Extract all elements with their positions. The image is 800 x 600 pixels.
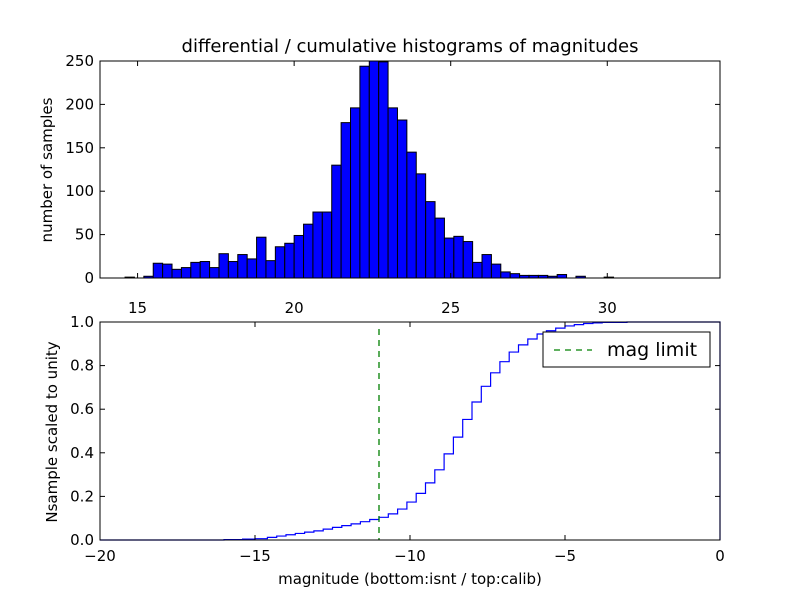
histogram-bar xyxy=(274,246,286,279)
histogram-bar xyxy=(387,107,398,279)
histogram-bar xyxy=(500,271,511,279)
histogram-bar xyxy=(425,201,436,279)
histogram-bar xyxy=(227,261,239,279)
bottom-xlabel: magnitude (bottom:isnt / top:calib) xyxy=(278,570,542,588)
histogram-bar xyxy=(256,236,267,279)
cumulative-step-line xyxy=(100,321,721,541)
histogram-bar xyxy=(481,254,492,279)
bottom-xtick-label: 0 xyxy=(715,547,725,565)
top-ytick-label: 200 xyxy=(65,95,94,113)
histogram-bar xyxy=(443,237,455,279)
top-axis-ticks: 15 20 25 30 0 50 100 150 200 250 xyxy=(65,52,720,317)
bottom-ytick-label: 0.8 xyxy=(70,357,94,375)
differential-histogram-panel: differential / cumulative histograms of … xyxy=(38,36,721,317)
legend: mag limit xyxy=(542,331,711,368)
top-ytick-label: 50 xyxy=(75,226,94,244)
histogram-bar xyxy=(406,151,417,279)
histogram-bar xyxy=(368,60,380,279)
histogram-bar xyxy=(509,273,521,279)
histogram-bar xyxy=(556,274,568,279)
top-ytick-label: 100 xyxy=(65,182,94,200)
histogram-bar xyxy=(359,65,370,279)
histogram-bar xyxy=(199,261,211,279)
histogram-bar xyxy=(293,234,305,279)
histogram-bar xyxy=(331,164,342,279)
bottom-ytick-label: 0.2 xyxy=(70,487,94,505)
bottom-xtick-label: −10 xyxy=(394,547,426,565)
histogram-bar xyxy=(190,261,201,279)
histogram-bar xyxy=(350,107,361,279)
histogram-bar xyxy=(265,260,276,279)
top-xtick-label: 25 xyxy=(441,299,460,317)
histogram-bar xyxy=(171,268,182,279)
chart-title: differential / cumulative histograms of … xyxy=(182,36,639,57)
top-ytick-label: 250 xyxy=(65,52,94,70)
top-xtick-label: 15 xyxy=(128,299,147,317)
bottom-xtick-label: −20 xyxy=(84,547,116,565)
histogram-bar xyxy=(321,211,333,279)
histogram-bar xyxy=(415,173,427,279)
cumulative-histogram-panel: −20 −15 −10 −5 0 0.0 0.2 0.4 0.6 0.8 1.0 Nsample s… xyxy=(43,313,725,588)
histogram-bar xyxy=(152,262,164,279)
bottom-axis-ticks: −20 −15 −10 −5 0 0.0 0.2 0.4 0.6 0.8 1.0 xyxy=(70,313,725,565)
top-ytick-label: 0 xyxy=(84,269,94,287)
cumulative-lines xyxy=(100,321,721,541)
histogram-bar xyxy=(472,261,483,279)
legend-label-mag-limit: mag limit xyxy=(607,339,697,361)
histogram-bar xyxy=(209,267,220,279)
bottom-xtick-label: −5 xyxy=(554,547,576,565)
histogram-bar xyxy=(434,217,445,279)
histogram-bar xyxy=(180,267,192,279)
histogram-bar xyxy=(303,223,314,279)
histogram-bar xyxy=(246,258,258,279)
histogram-bar xyxy=(462,241,474,279)
top-ylabel: number of samples xyxy=(38,97,56,242)
histogram-bar xyxy=(312,211,323,279)
bottom-ytick-label: 0.0 xyxy=(70,531,94,549)
bottom-ytick-label: 0.6 xyxy=(70,400,94,418)
histogram-bar xyxy=(396,119,408,279)
top-ytick-label: 150 xyxy=(65,139,94,157)
histogram-bar xyxy=(378,61,389,279)
bottom-ytick-label: 1.0 xyxy=(70,313,94,331)
histogram-bar xyxy=(490,263,502,279)
histogram-bar xyxy=(340,122,351,279)
histogram-bar xyxy=(237,254,248,279)
histogram-bars xyxy=(124,60,615,279)
top-xtick-label: 30 xyxy=(598,299,617,317)
histogram-bar xyxy=(453,235,464,279)
bottom-ylabel: Nsample scaled to unity xyxy=(43,341,61,522)
bottom-ytick-label: 0.4 xyxy=(70,444,94,462)
bottom-xtick-label: −15 xyxy=(239,547,271,565)
histogram-bar xyxy=(284,242,295,279)
histogram-bar xyxy=(218,253,229,279)
top-axes-frame xyxy=(99,60,721,279)
top-xtick-label: 20 xyxy=(285,299,304,317)
histogram-bar xyxy=(162,263,173,279)
